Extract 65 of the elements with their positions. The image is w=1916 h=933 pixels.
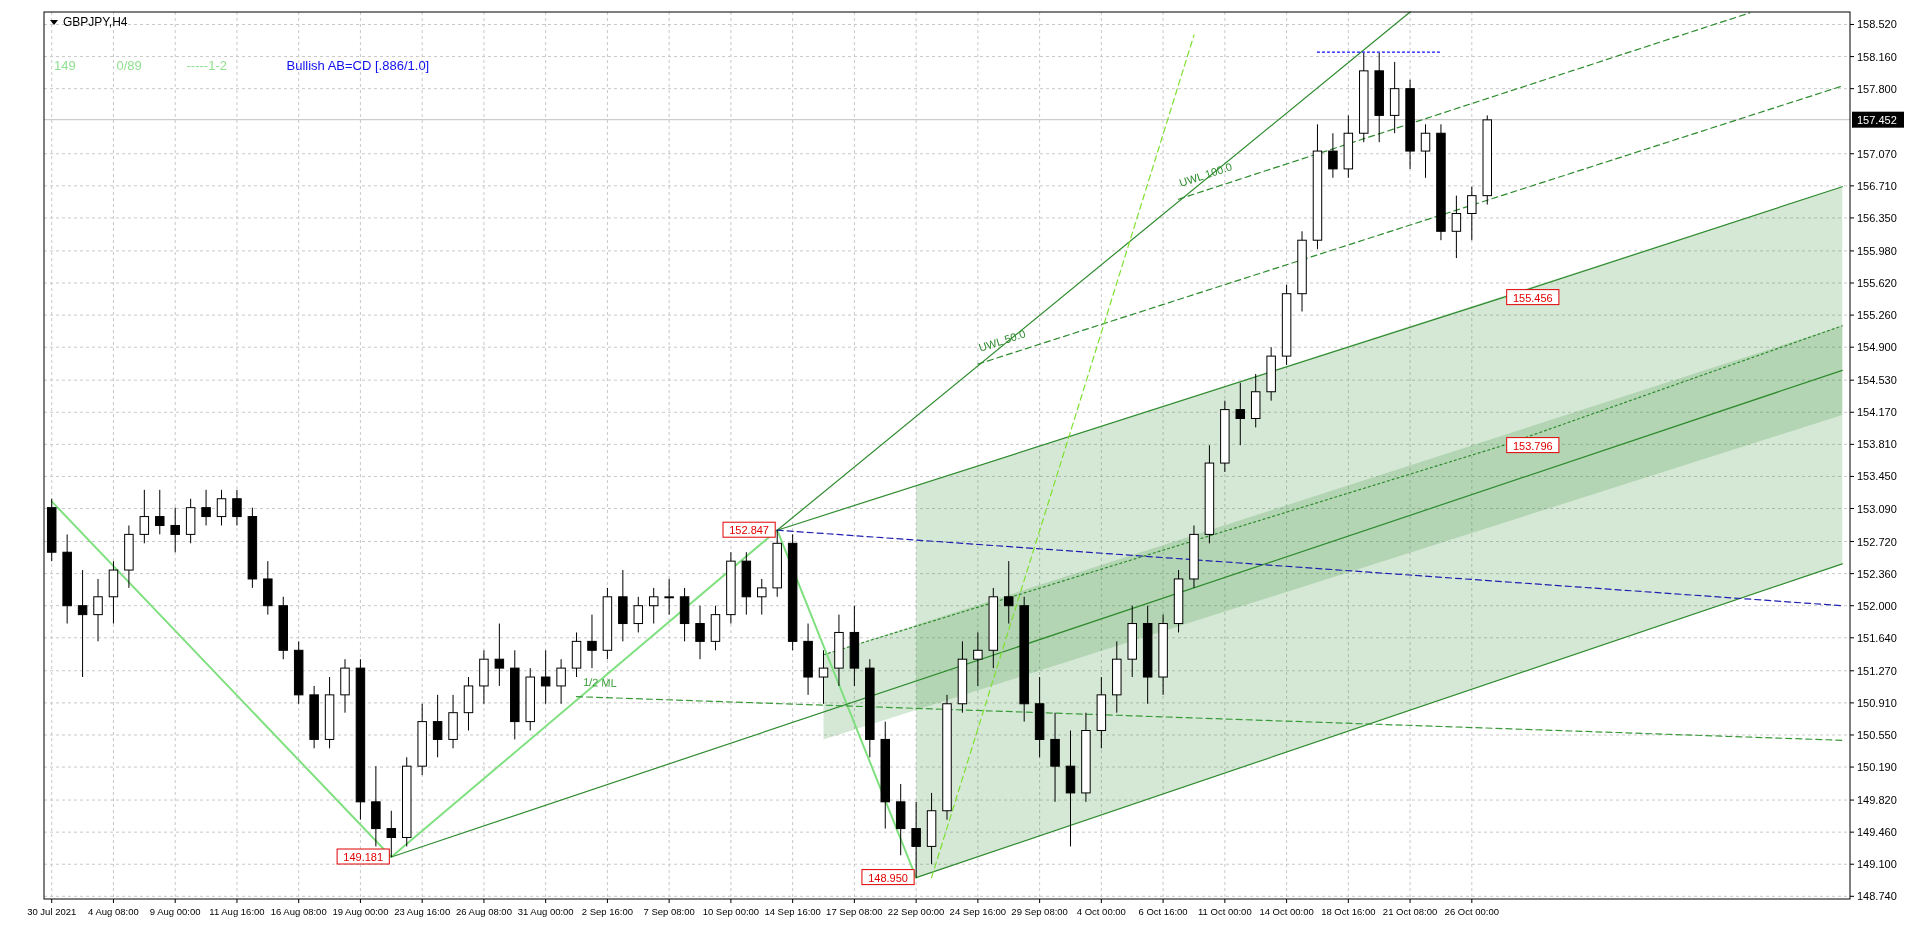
annotation: 0/89 [116,58,142,73]
annotation: Bullish AB=CD [.886/1.0] [286,58,430,73]
y-tick-label: 156.710 [1857,179,1897,192]
y-tick-label: 152.000 [1857,599,1897,612]
y-tick-label: 157.800 [1857,82,1897,95]
y-tick-label: 149.820 [1857,794,1897,807]
y-tick-label: 152.720 [1857,535,1897,548]
y-tick-label: 154.170 [1857,406,1897,419]
x-tick-label: 14 Sep 16:00 [764,906,821,917]
data-label: 149.181 [343,851,384,864]
y-tick-label: 149.460 [1857,826,1897,839]
data-label: 148.950 [868,871,908,884]
ref-line-label: 157.452 [1857,113,1897,126]
y-tick-label: 151.270 [1857,664,1897,677]
y-tick-label: 156.350 [1857,211,1897,224]
x-tick-label: 16 Aug 08:00 [270,906,327,917]
chart-title: GBPJPY,H4 [63,15,128,29]
y-tick-label: 152.360 [1857,567,1897,580]
data-label: 152.847 [729,524,769,537]
x-tick-label: 2 Sep 16:00 [581,906,634,917]
x-tick-label: 21 Oct 08:00 [1382,906,1438,917]
x-tick-label: 29 Sep 08:00 [1011,906,1068,917]
y-tick-label: 153.090 [1857,502,1897,515]
x-tick-label: 7 Sep 08:00 [643,906,695,917]
data-label: 153.796 [1512,439,1553,452]
y-tick-label: 155.260 [1857,309,1897,322]
data-label: 155.456 [1512,291,1553,304]
x-tick-label: 17 Sep 08:00 [826,906,883,917]
x-tick-label: 4 Oct 00:00 [1076,906,1126,917]
x-tick-label: 18 Oct 16:00 [1321,906,1376,917]
x-tick-label: 26 Oct 00:00 [1444,906,1500,917]
x-tick-label: 30 Jul 2021 [27,906,77,917]
x-tick-label: 9 Aug 00:00 [149,906,201,917]
y-tick-label: 154.900 [1857,341,1897,354]
x-tick-label: 31 Aug 00:00 [517,906,574,917]
x-tick-label: 23 Aug 16:00 [394,906,451,917]
y-tick-label: 155.980 [1857,244,1897,257]
x-tick-label: 11 Oct 00:00 [1197,906,1252,917]
annotation: -----1-2 [186,58,227,73]
y-tick-label: 155.620 [1857,277,1897,289]
annotation: 149 [54,58,76,73]
y-tick-label: 154.530 [1857,374,1897,387]
y-tick-label: 151.640 [1857,631,1897,644]
y-tick-label: 153.450 [1857,470,1897,483]
series-label: 1/2 ML [582,675,617,690]
x-tick-label: 6 Oct 16:00 [1138,906,1188,917]
x-tick-label: 24 Sep 16:00 [949,906,1007,917]
y-tick-label: 153.810 [1857,438,1897,451]
x-tick-label: 11 Aug 16:00 [209,906,265,917]
x-tick-label: 14 Oct 00:00 [1259,906,1314,917]
text: UWL 100.0 [1177,160,1234,189]
text: UWL 50.0 [977,327,1028,354]
x-tick-label: 4 Aug 08:00 [88,906,139,917]
y-tick-label: 150.190 [1857,761,1897,774]
y-tick-label: 158.160 [1857,50,1897,63]
x-tick-label: 22 Sep 00:00 [887,906,945,917]
y-tick-label: 150.910 [1857,696,1897,709]
y-tick-label: 150.550 [1857,728,1897,741]
x-tick-label: 26 Aug 08:00 [455,906,512,917]
y-tick-label: 149.100 [1857,858,1897,871]
x-tick-label: 10 Sep 00:00 [702,906,760,917]
y-tick-label: 157.070 [1857,147,1897,160]
y-tick-label: 148.740 [1857,890,1897,903]
x-tick-label: 19 Aug 00:00 [332,906,389,917]
y-tick-label: 158.520 [1857,18,1897,31]
